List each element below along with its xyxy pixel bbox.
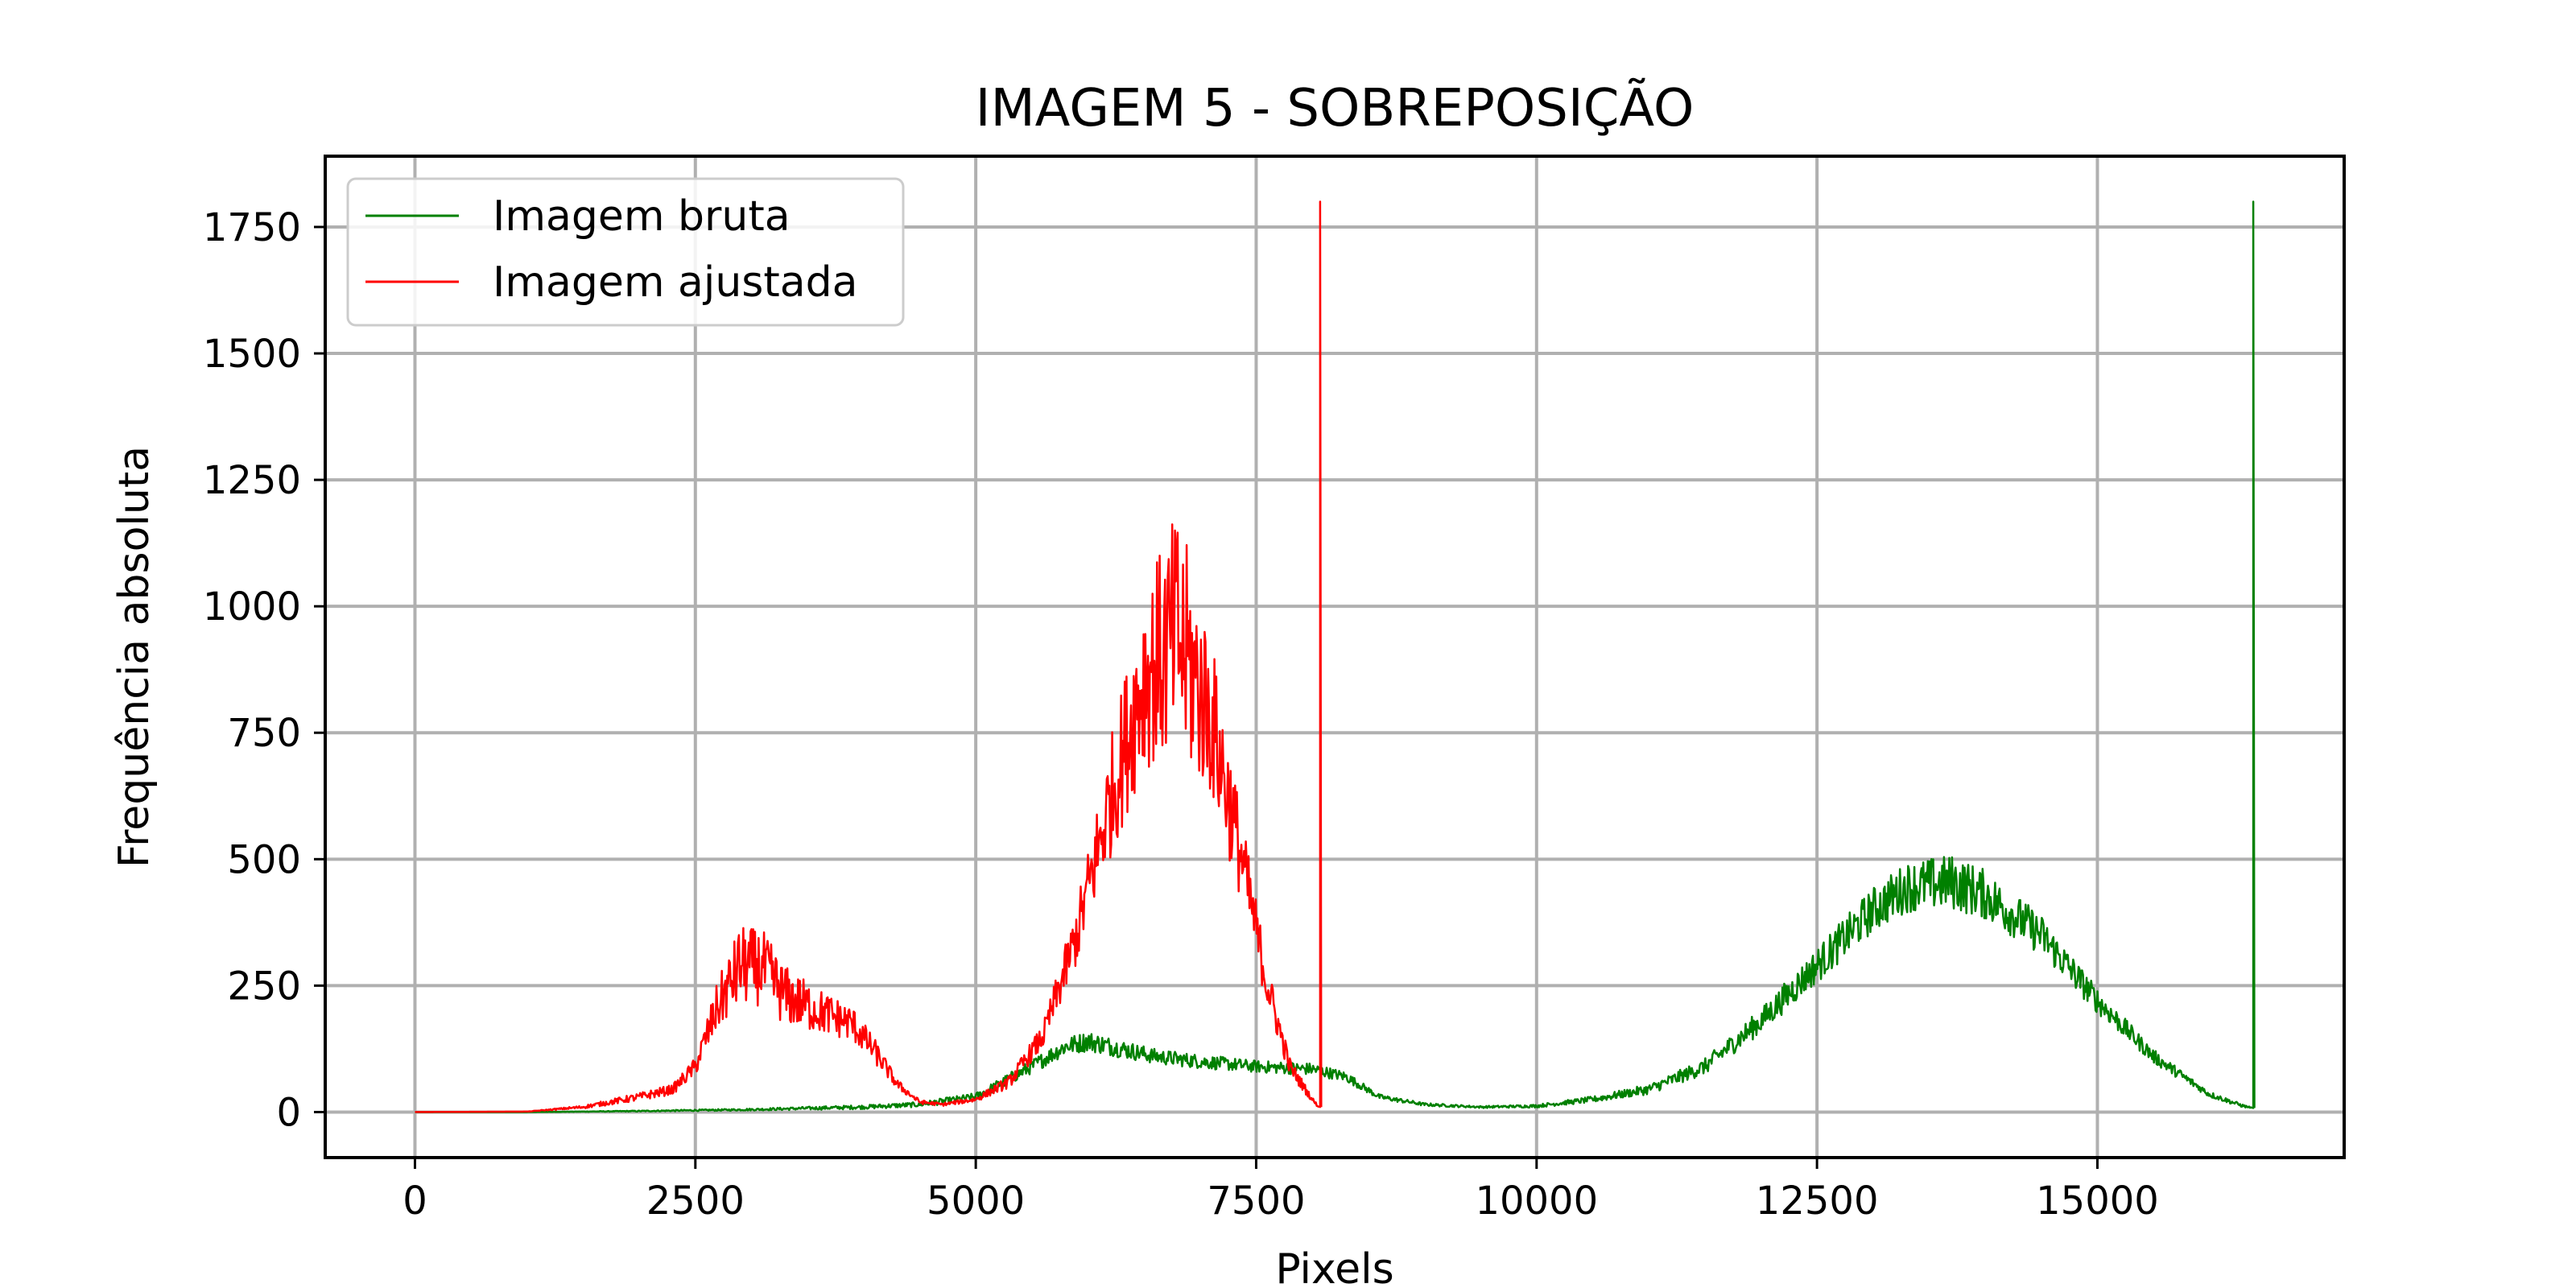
series-line-imagem-bruta	[415, 200, 2256, 1113]
x-tick-label: 10000	[1475, 1179, 1598, 1224]
y-tick-label: 750	[227, 711, 301, 756]
legend-label-imagem-bruta: Imagem bruta	[493, 192, 791, 241]
x-tick-label: 2500	[646, 1179, 745, 1224]
x-tick-label: 5000	[927, 1179, 1025, 1224]
chart-title: IMAGEM 5 - SOBREPOSIÇÃO	[976, 78, 1695, 138]
series-layer	[415, 200, 2256, 1113]
series-line-imagem-ajustada	[415, 200, 1323, 1113]
x-tick-label: 0	[402, 1179, 427, 1224]
x-tick-label: 7500	[1207, 1179, 1305, 1224]
plot-frame	[324, 155, 2346, 1159]
y-tick-label: 500	[227, 837, 301, 882]
x-axis: 0 2500 5000 7500 10000 12500 15000	[402, 1158, 2159, 1224]
y-tick-label: 1250	[203, 458, 301, 503]
y-axis: 0 250 500 750 1000 1250 1500 1750	[203, 205, 325, 1135]
x-tick-label: 15000	[2036, 1179, 2159, 1224]
y-tick-label: 1000	[203, 584, 301, 630]
legend: Imagem bruta Imagem ajustada	[346, 177, 905, 327]
legend-box	[346, 177, 905, 327]
x-axis-label: Pixels	[1275, 1245, 1393, 1288]
y-tick-label: 1500	[203, 332, 301, 377]
grid	[325, 156, 2344, 1158]
y-tick-label: 250	[227, 964, 301, 1009]
y-axis-label: Frequência absoluta	[110, 446, 159, 868]
y-tick-label: 0	[276, 1090, 301, 1135]
y-tick-label: 1750	[203, 205, 301, 250]
legend-label-imagem-ajustada: Imagem ajustada	[493, 258, 858, 307]
x-tick-label: 12500	[1756, 1179, 1879, 1224]
